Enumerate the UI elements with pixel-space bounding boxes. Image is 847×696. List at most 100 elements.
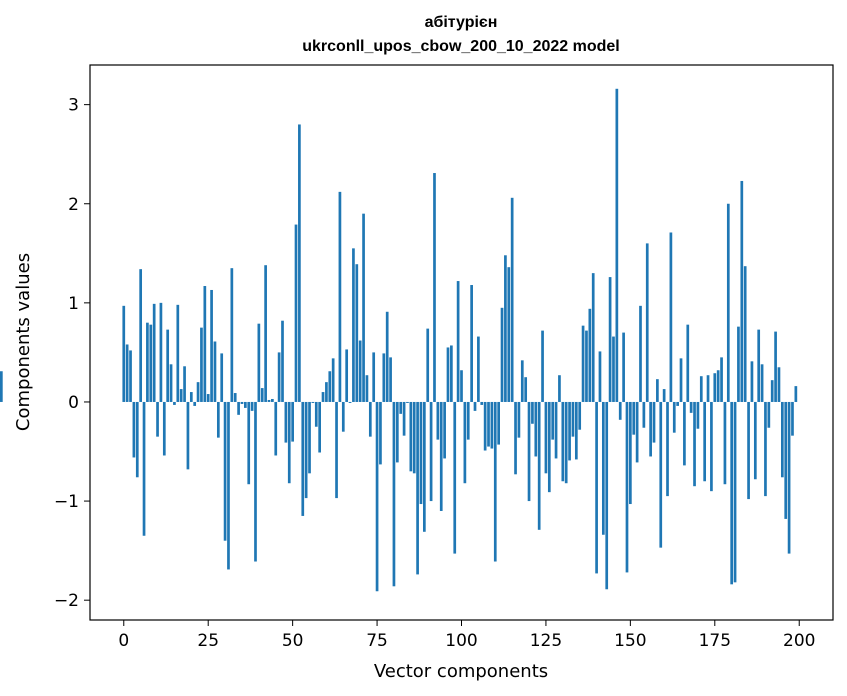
bar-181 bbox=[733, 401, 737, 583]
bar-164 bbox=[676, 401, 679, 406]
y-tick-label: −2 bbox=[54, 591, 79, 611]
bar-135 bbox=[578, 401, 582, 430]
bar-82 bbox=[399, 401, 403, 414]
bar-101 bbox=[463, 401, 467, 484]
bar-116 bbox=[514, 401, 517, 475]
bar-174 bbox=[710, 401, 713, 492]
bar-155 bbox=[645, 243, 649, 402]
bar-4 bbox=[135, 401, 139, 478]
bar-11 bbox=[159, 302, 163, 402]
bar-179 bbox=[726, 203, 730, 402]
bar-173 bbox=[706, 375, 710, 402]
bar-95 bbox=[443, 401, 446, 459]
bar-143 bbox=[605, 401, 609, 590]
y-axis-ticks: −2 −1 0 1 2 3 bbox=[54, 96, 90, 611]
bar-118 bbox=[520, 360, 524, 402]
bar-37 bbox=[247, 401, 251, 485]
bar-73 bbox=[368, 401, 372, 437]
bar-56 bbox=[311, 401, 315, 403]
bar-44 bbox=[271, 398, 274, 402]
bar-125 bbox=[544, 401, 548, 474]
bar-189 bbox=[760, 364, 764, 402]
bar-149 bbox=[625, 401, 629, 573]
bar-96 bbox=[446, 347, 450, 402]
bar-193 bbox=[774, 331, 777, 402]
bar-58 bbox=[318, 401, 321, 453]
bar-17 bbox=[179, 389, 183, 402]
bar-25 bbox=[206, 394, 210, 402]
bar-114 bbox=[507, 267, 511, 402]
bar-91 bbox=[429, 401, 433, 502]
bar-29 bbox=[220, 353, 224, 402]
bar-153 bbox=[639, 305, 642, 402]
bar-150 bbox=[629, 401, 632, 505]
bar-133 bbox=[571, 401, 575, 437]
bar-97 bbox=[450, 345, 453, 402]
chart-subtitle: ukrconll_upos_cbow_200_10_2022 model bbox=[302, 38, 619, 55]
bar-51 bbox=[294, 224, 298, 402]
y-tick-label: 2 bbox=[68, 195, 79, 215]
bar-132 bbox=[568, 401, 571, 461]
bar-172 bbox=[703, 401, 707, 482]
bar-142 bbox=[601, 401, 605, 535]
x-tick-label: 50 bbox=[282, 631, 304, 651]
bar-169 bbox=[693, 401, 696, 487]
bar-147 bbox=[618, 401, 622, 420]
bar-19 bbox=[186, 401, 190, 470]
bar-66 bbox=[345, 349, 349, 402]
bar-75 bbox=[375, 401, 379, 592]
bar-184 bbox=[743, 266, 747, 402]
bar-128 bbox=[554, 401, 558, 459]
bar-117 bbox=[517, 401, 521, 438]
bar-series bbox=[0, 88, 798, 592]
bar-123 bbox=[537, 401, 541, 530]
bar-28 bbox=[216, 401, 220, 438]
bar-185 bbox=[747, 401, 750, 500]
bar-121 bbox=[531, 401, 534, 424]
x-axis-ticks: 0 25 50 75 100 125 150 175 200 bbox=[118, 620, 815, 651]
bar-194 bbox=[777, 367, 781, 402]
bar-188 bbox=[757, 329, 761, 402]
bar-22 bbox=[196, 382, 200, 402]
bar-136 bbox=[581, 325, 585, 402]
bar-65 bbox=[341, 401, 345, 432]
bar-138 bbox=[588, 308, 592, 402]
bar-178 bbox=[723, 401, 727, 485]
y-tick-label: −1 bbox=[54, 492, 79, 512]
bar-20 bbox=[189, 392, 193, 402]
bar-32 bbox=[230, 268, 234, 402]
bar-190 bbox=[764, 401, 767, 497]
bar-166 bbox=[683, 401, 686, 466]
bar-157 bbox=[652, 401, 656, 443]
bar-139 bbox=[591, 273, 595, 402]
bar-26 bbox=[210, 289, 213, 402]
bar-3 bbox=[132, 401, 136, 458]
bar-53 bbox=[301, 401, 305, 516]
x-tick-label: 25 bbox=[197, 631, 219, 651]
bar-124 bbox=[541, 330, 544, 402]
bar-113 bbox=[504, 255, 507, 402]
bar-1 bbox=[125, 344, 129, 402]
bar-2 bbox=[129, 350, 132, 402]
bar-106 bbox=[480, 401, 484, 405]
bar-8 bbox=[149, 324, 153, 402]
bar-98 bbox=[453, 401, 457, 554]
bar-191 bbox=[767, 401, 771, 428]
bar-68 bbox=[352, 248, 355, 402]
bar-198 bbox=[791, 401, 794, 436]
bar-102 bbox=[466, 401, 470, 440]
bar-49 bbox=[287, 401, 291, 484]
bar-67 bbox=[348, 401, 352, 403]
bar-33 bbox=[233, 393, 237, 402]
bar-78 bbox=[385, 311, 389, 402]
bar-111 bbox=[497, 401, 500, 445]
bar-134 bbox=[574, 401, 578, 460]
plot-frame bbox=[89, 64, 834, 621]
bar-46 bbox=[277, 352, 281, 402]
bar-87 bbox=[416, 401, 419, 575]
bar-10 bbox=[156, 401, 159, 437]
y-tick-label: 1 bbox=[68, 294, 79, 314]
bar-13 bbox=[166, 329, 170, 402]
x-tick-label: 200 bbox=[783, 631, 815, 651]
